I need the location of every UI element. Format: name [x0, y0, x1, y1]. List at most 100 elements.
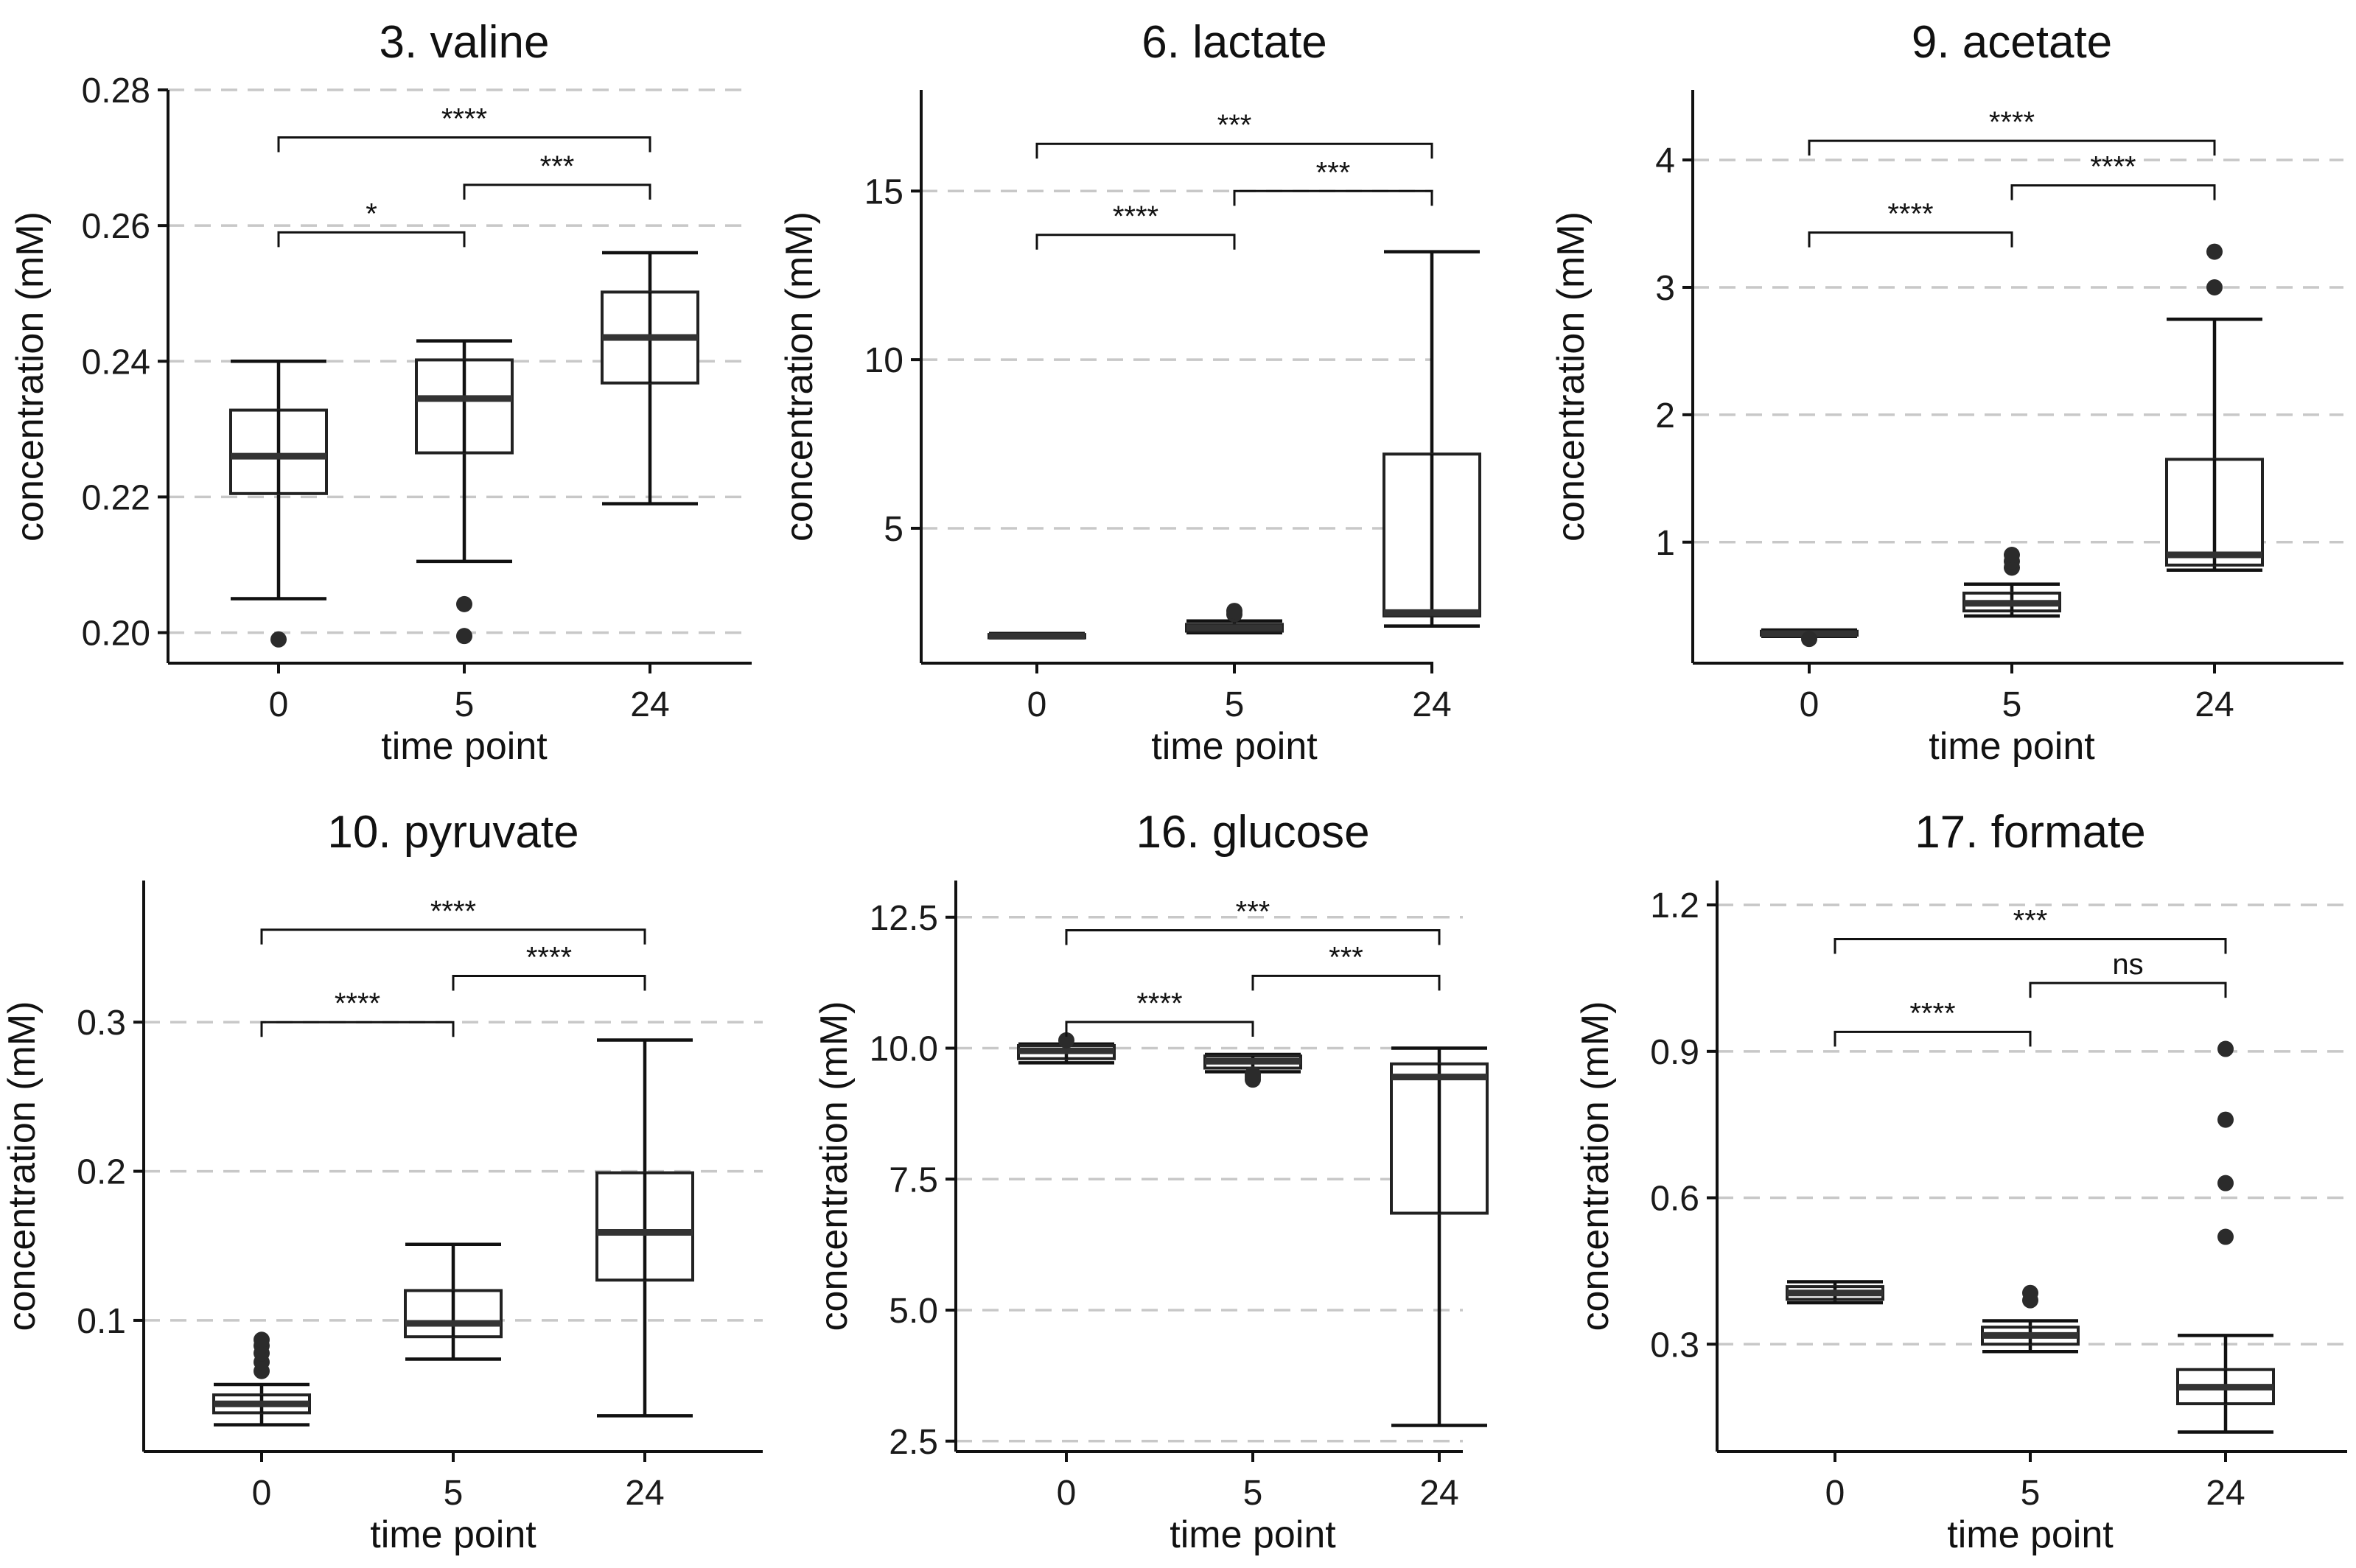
y-axis-label: concentration (mM)	[1550, 211, 1593, 542]
y-tick-label: 15	[864, 172, 903, 211]
significance-label: ****	[430, 895, 476, 928]
panel-title: 16. glucose	[1136, 807, 1369, 858]
y-tick-label: 0.3	[77, 1004, 126, 1043]
significance-label: ****	[1113, 200, 1158, 233]
outlier-point	[1801, 631, 1817, 648]
x-axis-label: time point	[1947, 1513, 2114, 1556]
box-5	[1962, 547, 2061, 618]
x-tick-label: 24	[2195, 685, 2234, 724]
y-tick-label: 0.20	[82, 615, 150, 654]
panel-title: 9. acetate	[1912, 17, 2112, 68]
significance-label: ***	[1236, 896, 1270, 928]
significance-bracket: ***	[1251, 941, 1441, 991]
significance-bracket: ****	[260, 987, 455, 1037]
x-tick-label: 0	[269, 685, 289, 724]
bracket-line	[260, 928, 646, 945]
outlier-point	[2217, 1040, 2234, 1057]
significance-bracket: ns	[2029, 948, 2227, 998]
box-24	[2165, 243, 2264, 573]
bracket-line	[277, 231, 466, 248]
x-tick-label: 0	[252, 1474, 272, 1513]
outlier-point	[2022, 1284, 2038, 1301]
significance-bracket: ****	[1808, 198, 2013, 248]
x-axis-label: time point	[1170, 1513, 1336, 1556]
bracket-line	[1834, 937, 2227, 954]
y-tick-label: 5.0	[889, 1292, 938, 1331]
box-0	[988, 631, 1086, 640]
box-0	[212, 1331, 311, 1427]
y-axis-label: concentration (mM)	[1, 1001, 43, 1331]
significance-label: ns	[2112, 948, 2143, 981]
bracket-line	[277, 136, 651, 153]
y-tick-label: 1.2	[1650, 886, 1699, 925]
x-tick-label: 24	[1412, 685, 1451, 724]
significance-label: ***	[1217, 109, 1252, 141]
y-tick-label: 2	[1655, 396, 1675, 435]
y-tick-label: 0.1	[77, 1302, 126, 1341]
bracket-line	[463, 183, 651, 200]
bracket-line	[1035, 234, 1236, 250]
panel-title: 3. valine	[380, 17, 550, 68]
bracket-line	[1065, 929, 1441, 945]
box-24	[595, 1038, 694, 1418]
box-5	[1185, 603, 1284, 635]
box-24	[1390, 1046, 1489, 1427]
significance-bracket: ****	[260, 895, 646, 945]
y-tick-label: 5	[884, 510, 903, 549]
y-tick-label: 3	[1655, 269, 1675, 308]
bracket-line	[1035, 142, 1433, 159]
x-tick-label: 0	[1825, 1474, 1845, 1513]
box-24	[1383, 250, 1481, 628]
bracket-line	[1251, 974, 1441, 991]
panel-title: 6. lactate	[1142, 17, 1327, 68]
significance-bracket: ***	[1233, 156, 1433, 206]
x-tick-label: 5	[2021, 1474, 2041, 1513]
panel-4: 0.1 0.2 0.3 0 5 24 **** **** **** 10. pyruvate tim…	[1, 807, 763, 1556]
y-tick-label: 10.0	[870, 1030, 938, 1069]
y-tick-label: 0.24	[82, 343, 150, 382]
significance-label: *	[366, 197, 377, 230]
outlier-point	[270, 631, 287, 648]
panel-title: 10. pyruvate	[327, 807, 578, 858]
bracket-line	[1233, 189, 1433, 206]
significance-label: ****	[1136, 987, 1182, 1020]
y-tick-label: 0.9	[1650, 1033, 1699, 1072]
bracket-line	[260, 1021, 455, 1037]
x-axis-label: time point	[1929, 725, 2095, 768]
bracket-line	[2010, 184, 2216, 200]
bracket-line	[452, 975, 646, 991]
panel-3: 1 2 3 4 0 5 24 **** **** **** 9. acetate time point…	[1550, 17, 2343, 768]
bracket-line	[1808, 139, 2216, 156]
bracket-line	[1808, 231, 2013, 248]
significance-label: ****	[2090, 151, 2136, 183]
panel-title: 17. formate	[1915, 807, 2146, 858]
x-tick-label: 0	[1057, 1474, 1077, 1513]
y-tick-label: 0.22	[82, 478, 150, 517]
y-tick-label: 7.5	[889, 1161, 938, 1200]
significance-bracket: ****	[452, 942, 646, 991]
box-5	[415, 339, 514, 645]
x-tick-label: 5	[444, 1474, 464, 1513]
outlier-point	[2217, 1111, 2234, 1128]
significance-bracket: ****	[277, 102, 651, 153]
significance-bracket: ****	[2010, 151, 2216, 200]
y-axis-label: concentration (mM)	[778, 211, 821, 542]
x-tick-label: 5	[1243, 1474, 1263, 1513]
x-tick-label: 5	[455, 685, 475, 724]
bracket-line	[1065, 1021, 1254, 1037]
x-axis-label: time point	[370, 1513, 536, 1556]
y-tick-label: 0.26	[82, 207, 150, 246]
box-5	[404, 1242, 503, 1361]
significance-label: ***	[2013, 904, 2048, 937]
outlier-point	[456, 628, 472, 645]
box-5	[1981, 1284, 2080, 1354]
significance-label: ***	[1316, 156, 1351, 189]
box-0	[1786, 1280, 1884, 1305]
significance-bracket: ***	[1035, 109, 1433, 159]
significance-bracket: ***	[1065, 896, 1441, 945]
outlier-point	[1226, 603, 1242, 620]
significance-label: ***	[540, 150, 575, 183]
x-tick-label: 24	[630, 685, 669, 724]
panel-6: 0.3 0.6 0.9 1.2 0 5 24 *** ns **** 17. formate time…	[1574, 807, 2347, 1556]
